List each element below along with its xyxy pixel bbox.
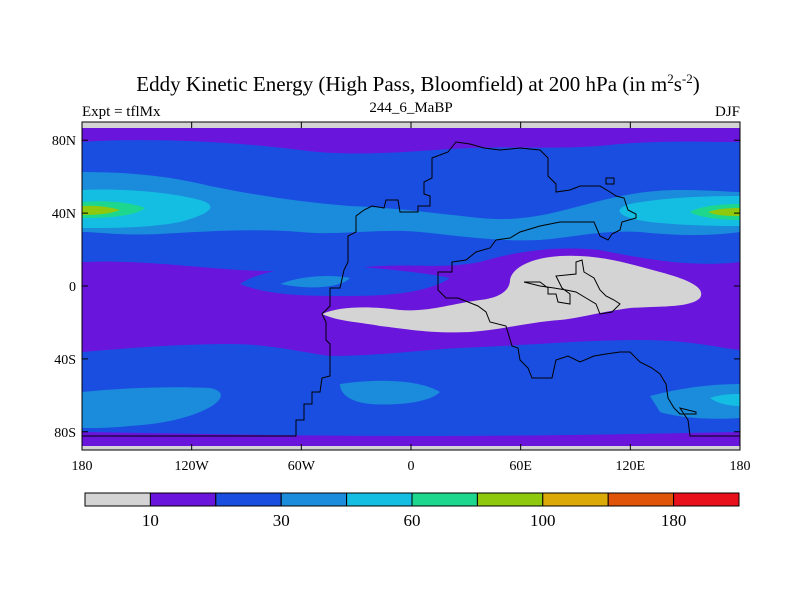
- y-tick-label: 40S: [54, 353, 76, 368]
- south-cyan-east: [710, 394, 740, 406]
- colorbar-swatch: [476, 492, 544, 507]
- y-tick-label: 80S: [54, 426, 76, 441]
- gray-low-region: [322, 255, 702, 333]
- south-lightblue-center: [340, 380, 440, 405]
- chart-title: Eddy Kinetic Energy (High Pass, Bloomfie…: [136, 71, 700, 96]
- colorbar-swatch: [215, 492, 282, 507]
- band-north-lightblue: [82, 172, 740, 241]
- x-tick-label: 60W: [288, 459, 316, 474]
- x-tick-label: 180: [730, 459, 751, 474]
- colorbar-swatch: [411, 492, 478, 507]
- x-axis: 180 120W 60W 0 60E 120E 180: [72, 122, 751, 474]
- center-label: 244_6_MaBP: [369, 100, 452, 116]
- colorbar-swatch: [84, 492, 151, 507]
- x-tick-label: 0: [408, 459, 415, 474]
- band-north-blue: [82, 140, 740, 272]
- jet-cyan-west: [82, 189, 211, 228]
- south-lightblue-west: [82, 387, 221, 428]
- land-outline: [82, 141, 740, 437]
- colorbar-label: 10: [142, 511, 159, 530]
- contour-field: [82, 122, 740, 450]
- left-label: Expt = tflMx: [82, 104, 161, 120]
- x-tick-label: 180: [72, 459, 93, 474]
- jet-yellowgreen-east: [708, 208, 740, 216]
- y-tick-label: 80N: [52, 134, 76, 149]
- colorbar-swatch: [607, 492, 675, 507]
- colorbar: 10 30 60 100 180: [84, 492, 740, 530]
- colorbar-label: 180: [661, 511, 687, 530]
- jet-cyan-east: [619, 196, 740, 226]
- x-tick-label: 120E: [616, 459, 646, 474]
- colorbar-label: 100: [530, 511, 556, 530]
- jet-yellowgreen-west: [82, 205, 120, 215]
- colorbar-swatch: [542, 492, 609, 507]
- x-tick-label: 120W: [175, 459, 210, 474]
- colorbar-swatch: [280, 492, 348, 507]
- y-tick-label: 40N: [52, 207, 76, 222]
- colorbar-label: 30: [273, 511, 290, 530]
- colorbar-swatch: [673, 492, 740, 507]
- y-tick-label: 0: [69, 280, 76, 295]
- colorbar-label: 60: [404, 511, 421, 530]
- south-lightblue-east: [650, 384, 740, 419]
- y-axis: 80N 40N 0 40S 80S: [52, 134, 740, 441]
- right-label: DJF: [715, 104, 740, 120]
- tropic-lightblue-west: [280, 276, 350, 288]
- colorbar-swatch: [346, 492, 413, 507]
- colorbar-swatch: [149, 492, 217, 507]
- x-tick-label: 60E: [509, 459, 532, 474]
